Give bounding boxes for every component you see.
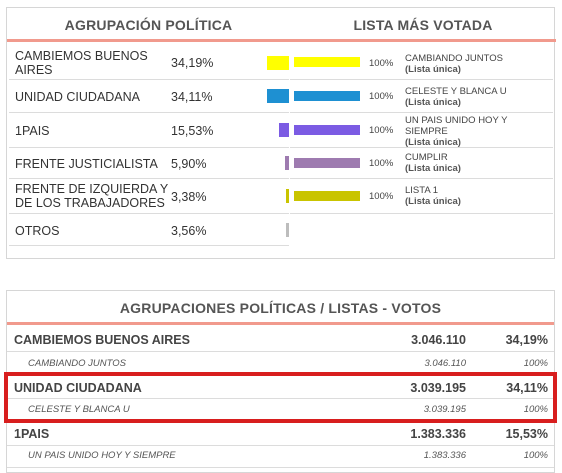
party-name: 1PAIS — [14, 427, 50, 441]
list-name: CELESTE Y BLANCA U — [28, 404, 130, 415]
party-name: FRENTE DE IZQUIERDA Y DE LOS TRABAJADORE… — [15, 182, 169, 210]
party-bar — [267, 56, 289, 70]
party-name: CAMBIEMOS BUENOS AIRES — [15, 49, 148, 77]
table-row-party[interactable]: UNIDAD CIUDADANA 3.039.195 34,11% — [7, 377, 554, 399]
party-name: UNIDAD CIUDADANA — [14, 381, 142, 395]
most-voted-list-rows: 100% CAMBIANDO JUNTOS (Lista única) 100% … — [290, 45, 553, 214]
table-row-list[interactable]: CAMBIANDO JUNTOS 3.046.110 100% — [7, 352, 554, 374]
list-name: LISTA 1 (Lista única) — [405, 185, 545, 207]
list-name: CAMBIANDO JUNTOS — [28, 358, 127, 369]
party-votes: 1.383.336 — [410, 427, 466, 441]
list-name: CAMBIANDO JUNTOS (Lista única) — [405, 53, 545, 75]
list-subtitle: (Lista única) — [405, 64, 461, 75]
list-bar — [294, 57, 360, 67]
party-votes: 3.039.195 — [410, 381, 466, 395]
list-name-text: CELESTE Y BLANCA U — [405, 86, 507, 97]
table-row-list[interactable]: CELESTE Y BLANCA U 3.039.195 100% — [7, 399, 554, 421]
party-bar — [286, 223, 289, 237]
header-party: AGRUPACIÓN POLÍTICA — [64, 17, 233, 33]
party-name: FRENTE JUSTICIALISTA — [15, 157, 158, 171]
party-percent: 3,56% — [171, 224, 207, 238]
party-rows: CAMBIEMOS BUENOS AIRES 34,19% UNIDAD CIU… — [9, 45, 289, 246]
list-bar — [294, 191, 360, 201]
party-row[interactable]: FRENTE DE IZQUIERDA Y DE LOS TRABAJADORE… — [9, 179, 289, 214]
list-name-text: CAMBIANDO JUNTOS — [405, 53, 504, 64]
list-votes: 3.046.110 — [424, 358, 466, 369]
party-row[interactable]: FRENTE JUSTICIALISTA 5,90% — [9, 148, 289, 179]
party-name: UNIDAD CIUDADANA — [15, 90, 141, 104]
party-percent: 5,90% — [171, 157, 207, 171]
list-votes: 1.383.336 — [423, 450, 466, 461]
list-subtitle: (Lista única) — [405, 97, 461, 108]
list-subtitle: (Lista única) — [405, 137, 461, 148]
list-row[interactable]: 100% UN PAIS UNIDO HOY Y SIEMPRE (Lista ú… — [290, 113, 553, 148]
list-percent: 100% — [369, 91, 394, 102]
party-percent: 34,11% — [506, 381, 548, 395]
list-name-text: LISTA 1 — [405, 185, 439, 196]
party-percent: 34,11% — [171, 90, 213, 104]
party-percent: 15,53% — [171, 124, 214, 138]
list-name-text: CUMPLIR — [405, 152, 448, 163]
party-percent: 3,38% — [171, 190, 207, 204]
party-row[interactable]: OTROS 3,56% — [9, 214, 289, 246]
panel-header: AGRUPACIONES POLÍTICAS / LISTAS - VOTOS — [7, 291, 554, 325]
table-row-party[interactable]: CAMBIEMOS BUENOS AIRES 3.046.110 34,19% — [7, 328, 554, 352]
party-bar — [285, 156, 289, 170]
list-bar — [294, 91, 360, 101]
list-subtitle: (Lista única) — [405, 196, 461, 207]
list-bar — [294, 125, 360, 135]
list-percent: 100% — [369, 191, 394, 202]
list-percent: 100% — [369, 125, 394, 136]
list-row[interactable]: 100% CAMBIANDO JUNTOS (Lista única) — [290, 45, 553, 80]
header-groups-lists-votes: AGRUPACIONES POLÍTICAS / LISTAS - VOTOS — [119, 300, 442, 316]
party-percent: 15,53% — [505, 427, 548, 441]
party-percent: 34,19% — [505, 333, 548, 347]
party-row[interactable]: CAMBIEMOS BUENOS AIRES 34,19% — [9, 45, 289, 80]
party-name: CAMBIEMOS BUENOS AIRES — [14, 333, 190, 347]
results-by-party-panel: AGRUPACIÓN POLÍTICA LISTA MÁS VOTADA CAM… — [6, 7, 556, 259]
list-row[interactable]: 100% LISTA 1 (Lista única) — [290, 179, 553, 214]
party-bar — [267, 89, 289, 103]
table-row-party[interactable]: 1PAIS 1.383.336 15,53% — [7, 424, 554, 446]
list-name-text: UN PAIS UNIDO HOY Y SIEMPRE — [405, 115, 508, 137]
header-most-voted-list: LISTA MÁS VOTADA — [353, 17, 493, 33]
party-percent: 34,19% — [171, 56, 214, 70]
list-percent: 100% — [369, 58, 394, 69]
list-name: UN PAIS UNIDO HOY Y SIEMPRE (Lista única) — [405, 115, 545, 148]
party-bar — [279, 123, 289, 137]
list-row[interactable]: 100% CELESTE Y BLANCA U (Lista única) — [290, 80, 553, 113]
party-row[interactable]: 1PAIS 15,53% — [9, 113, 289, 148]
party-bar — [286, 189, 289, 203]
table-row-list[interactable]: UN PAIS UNIDO HOY Y SIEMPRE 1.383.336 10… — [7, 446, 554, 468]
list-percent: 100% — [369, 158, 394, 169]
party-row[interactable]: UNIDAD CIUDADANA 34,11% — [9, 80, 289, 113]
party-votes: 3.046.110 — [411, 333, 466, 347]
panel-header: AGRUPACIÓN POLÍTICA LISTA MÁS VOTADA — [7, 8, 556, 42]
list-name: CELESTE Y BLANCA U (Lista única) — [405, 86, 545, 108]
list-percent: 100% — [523, 404, 548, 415]
list-percent: 100% — [523, 450, 548, 461]
party-name: OTROS — [15, 224, 60, 238]
list-name: CUMPLIR (Lista única) — [405, 152, 545, 174]
list-bar — [294, 158, 360, 168]
list-subtitle: (Lista única) — [405, 163, 461, 174]
list-votes: 3.039.195 — [423, 404, 466, 415]
votes-table-panel: AGRUPACIONES POLÍTICAS / LISTAS - VOTOS … — [6, 290, 555, 473]
list-percent: 100% — [523, 358, 548, 369]
list-row[interactable]: 100% CUMPLIR (Lista única) — [290, 148, 553, 179]
list-name: UN PAIS UNIDO HOY Y SIEMPRE — [28, 450, 176, 461]
party-name: 1PAIS — [15, 124, 50, 138]
